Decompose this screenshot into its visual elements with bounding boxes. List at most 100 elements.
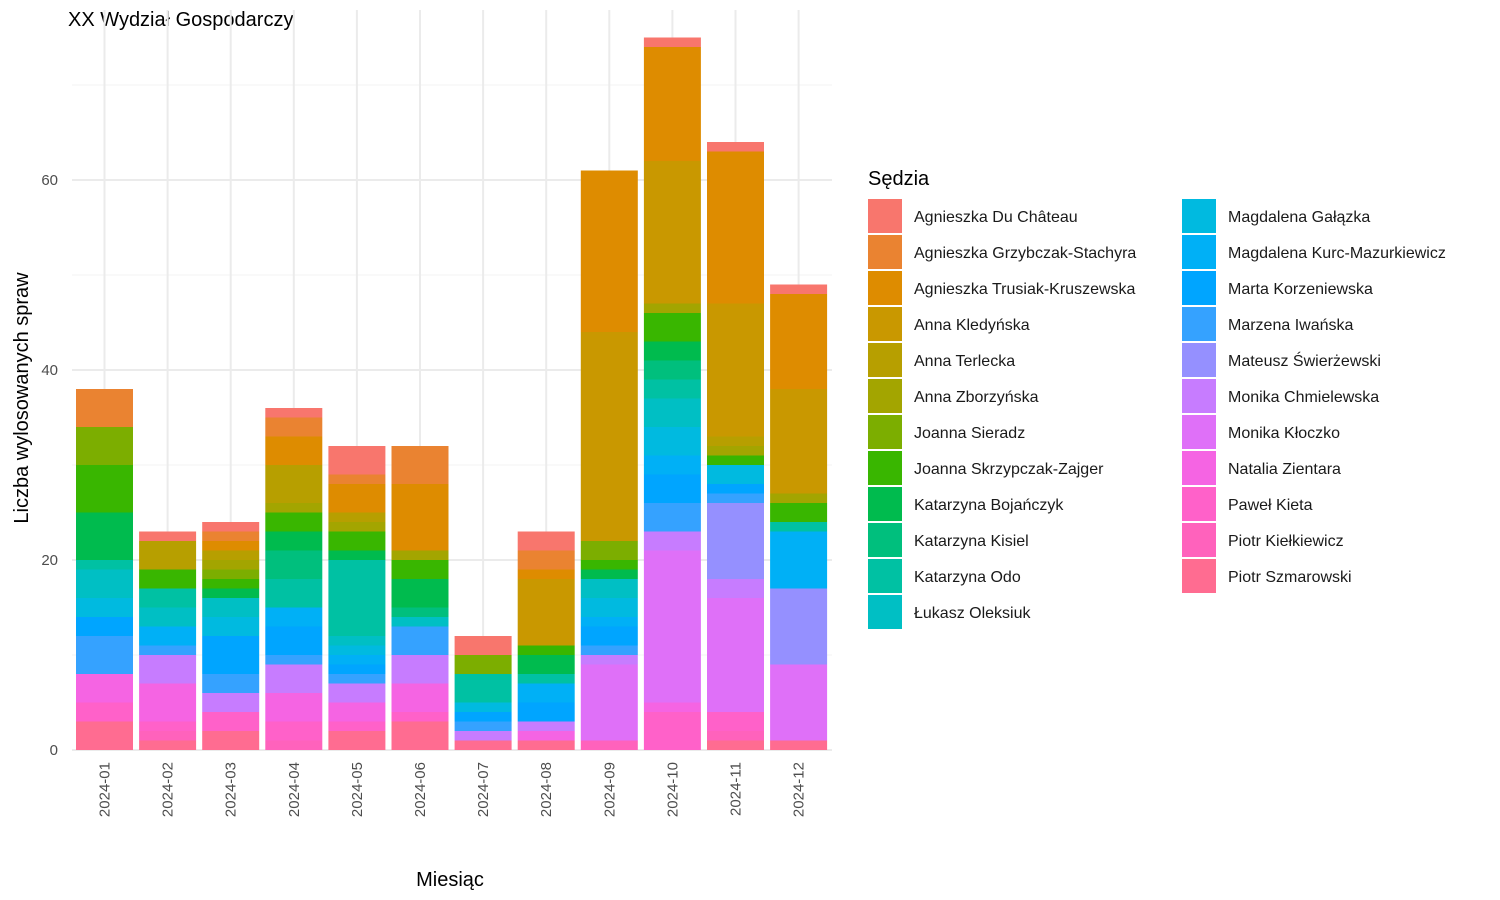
bar-segment	[139, 531, 197, 541]
legend-key	[1182, 379, 1216, 413]
bar-segment	[707, 465, 764, 484]
bar-segment	[328, 531, 386, 551]
legend-label: Agnieszka Trusiak-Kruszewska	[914, 281, 1136, 298]
legend-label: Katarzyna Bojańczyk	[914, 497, 1064, 514]
x-tick-label: 2024-05	[349, 762, 366, 817]
legend-label: Anna Terlecka	[914, 353, 1015, 370]
bar-segment	[707, 740, 764, 750]
bar-segment	[580, 655, 638, 665]
bar-segment	[202, 569, 260, 579]
x-tick-label: 2024-01	[97, 762, 114, 817]
legend-label: Paweł Kieta	[1228, 497, 1313, 514]
bar-segment	[139, 626, 197, 646]
legend-key	[1182, 415, 1216, 449]
bar-segment	[328, 664, 386, 674]
legend: Sędzia Agnieszka Du Château Agnieszka Grz…	[868, 168, 1446, 629]
x-axis-title: Miesiąc	[416, 869, 484, 891]
legend-label: Joanna Skrzypczak-Zajger	[914, 461, 1104, 478]
legend-key	[868, 559, 902, 593]
bar-segment	[76, 512, 133, 560]
bar-segment	[202, 712, 260, 731]
bar-segment	[328, 683, 386, 703]
bar-segment	[454, 740, 512, 750]
bar-segment	[265, 503, 323, 513]
bar-segment	[580, 579, 638, 598]
bar-segment	[139, 731, 197, 741]
legend-label: Marta Korzeniewska	[1228, 281, 1373, 298]
x-tick-label: 2024-04	[286, 762, 303, 817]
legend-label: Piotr Kiełkiewicz	[1228, 533, 1344, 550]
legend-key	[868, 451, 902, 485]
bar-segment	[517, 645, 575, 655]
bar-segment	[328, 560, 386, 636]
legend-label: Katarzyna Kisiel	[914, 533, 1029, 550]
bar-segment	[580, 598, 638, 617]
legend-label: Mateusz Świerżewski	[1228, 351, 1381, 370]
bar-segment	[454, 702, 512, 712]
bar-segment	[517, 731, 575, 741]
bar-segment	[265, 512, 323, 532]
bar-segment	[265, 417, 323, 437]
legend-label: Anna Zborzyńska	[914, 389, 1039, 406]
bar-segment	[139, 721, 197, 731]
bar-segment	[643, 37, 701, 47]
bar-segment	[643, 427, 701, 456]
bar-segment	[580, 645, 638, 655]
legend-key	[868, 415, 902, 449]
bar-segment	[76, 674, 133, 703]
x-axis-ticks: 2024-01 2024-02 2024-03 2024-04 2024-05 2024-…	[97, 762, 808, 817]
legend-key	[868, 595, 902, 629]
bar-segment	[265, 626, 323, 655]
y-tick-label: 40	[41, 362, 58, 379]
bar-segment	[391, 683, 449, 712]
bar-segment	[517, 550, 575, 570]
x-tick-label: 2024-08	[538, 762, 555, 817]
bar-segment	[265, 579, 323, 608]
bar-segment	[517, 721, 575, 731]
bar-segment	[770, 740, 828, 750]
bar-segment	[454, 636, 512, 655]
bar-segment	[265, 664, 323, 693]
bar-segment	[454, 712, 512, 722]
bar-segment	[76, 560, 133, 570]
y-tick-label: 60	[41, 172, 58, 189]
bar-segment	[517, 579, 575, 646]
bar-segment	[580, 541, 638, 560]
bar-segment	[265, 436, 323, 465]
bar-segment	[328, 512, 386, 522]
bar-segment	[328, 731, 386, 750]
bar-segment	[202, 598, 260, 617]
legend-label: Agnieszka Du Château	[914, 209, 1078, 226]
bar-segment	[517, 655, 575, 674]
bar-segment	[139, 569, 197, 589]
bar-segment	[643, 379, 701, 399]
bar-segment	[454, 731, 512, 741]
chart-title: XX Wydział Gospodarczy	[68, 9, 293, 31]
bar-segment	[76, 389, 133, 427]
legend-label: Magdalena Gałązka	[1228, 209, 1370, 226]
bar-segment	[770, 588, 828, 665]
legend-key	[1182, 235, 1216, 269]
bar-segment	[707, 503, 764, 579]
bar-segment	[328, 474, 386, 484]
legend-key	[868, 487, 902, 521]
legend-label: Piotr Szmarowski	[1228, 569, 1352, 586]
x-tick-label: 2024-03	[223, 762, 240, 817]
bar-segment	[265, 693, 323, 722]
bar-segment	[454, 655, 512, 674]
legend-key	[868, 199, 902, 233]
bar-segment	[328, 721, 386, 731]
bar-segment	[770, 389, 828, 494]
bar-segment	[391, 617, 449, 627]
bar-segment	[265, 408, 323, 418]
legend-key	[1182, 523, 1216, 557]
bar-segment	[76, 721, 133, 750]
bar-segment	[580, 626, 638, 646]
bar-segment	[707, 731, 764, 741]
bar-segment	[202, 693, 260, 712]
bar-segment	[517, 569, 575, 579]
bar-segment	[202, 522, 260, 532]
legend-label: Łukasz Oleksiuk	[914, 605, 1031, 622]
legend-key	[868, 379, 902, 413]
